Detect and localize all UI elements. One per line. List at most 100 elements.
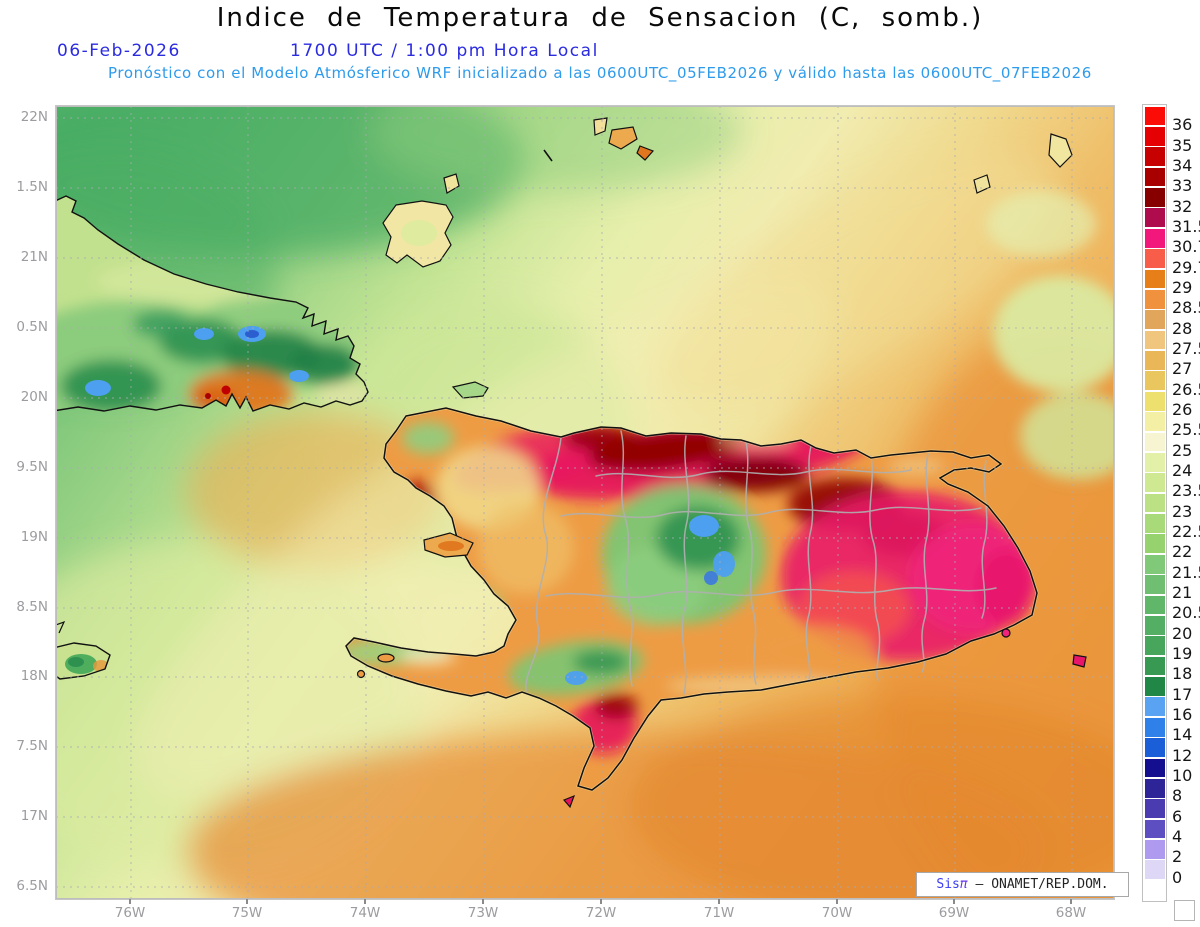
bahamas-turks-islands (382, 117, 1073, 268)
map-frame (56, 106, 1114, 899)
lat-tick-label: 17N (20, 808, 48, 824)
colorbar-cell (1144, 208, 1165, 228)
org-label: ONAMET/REP.DOM. (991, 877, 1109, 892)
colorbar-cell (1144, 575, 1165, 594)
colorbar-tick-label: 4 (1172, 827, 1183, 846)
lat-tick-label: 1.5N (16, 179, 48, 195)
colorbar-tick-label: 21 (1172, 583, 1193, 602)
colorbar-cell (1144, 371, 1165, 391)
lon-tick-label: 69W (938, 905, 970, 921)
colorbar-cell (1144, 656, 1165, 676)
colorbar-cell (1144, 391, 1165, 411)
province-borders (525, 430, 997, 695)
lon-tick-label: 68W (1055, 905, 1087, 921)
colorbar-cell (1144, 554, 1165, 574)
colorbar-cell (1144, 126, 1165, 146)
colorbar-tick-label: 28.5 (1172, 298, 1200, 318)
lon-tickmark (364, 899, 366, 904)
colorbar-tick-label: 29.7 (1172, 257, 1200, 277)
lat-tick-label: 8.5N (16, 599, 48, 615)
colorbar-cell (1144, 289, 1165, 309)
colorbar-tick-label: 27 (1172, 359, 1193, 379)
colorbar-cell (1144, 412, 1165, 431)
colorbar-tick-label: 18 (1172, 664, 1193, 684)
colorbar-cell (1144, 147, 1165, 167)
lon-tick-label: 73W (467, 905, 499, 921)
page-title: Indice de Temperatura de Sensacion (C, s… (216, 3, 984, 33)
colorbar-tick-label: 19 (1172, 644, 1193, 663)
colorbar-cell (1144, 473, 1165, 493)
lon-tick-label: 71W (703, 905, 735, 921)
lon-tick-label: 75W (231, 905, 263, 921)
forecast-date-label: 06-Feb-2026 (57, 41, 181, 61)
lat-tick-label: 7.5N (16, 738, 48, 754)
colorbar-tick-label: 0 (1172, 867, 1183, 887)
watermark-separator (968, 877, 976, 892)
colorbar-tick-label: 23.5 (1172, 481, 1200, 501)
lon-tickmark (246, 899, 248, 904)
colorbar-tick-label: 35 (1172, 135, 1193, 155)
lon-tickmark (836, 899, 838, 904)
colorbar-cell (1144, 717, 1165, 737)
colorbar-tick-label: 26 (1172, 400, 1193, 419)
lat-tick-label: 19N (20, 529, 48, 545)
colorbar-tick-label: 26.5 (1172, 379, 1200, 399)
colorbar-cell (1144, 880, 1165, 900)
brand-label: Sis (936, 877, 960, 892)
colorbar-cell (1144, 615, 1165, 635)
colorbar-tick-label: 22 (1172, 542, 1193, 562)
colorbar-tick-label: 25.5 (1172, 420, 1200, 440)
lat-tick-label: 20N (20, 389, 48, 405)
colorbar-tick-label: 36 (1172, 115, 1193, 135)
colorbar-cell (1144, 310, 1165, 330)
lon-tick-label: 74W (349, 905, 381, 921)
colorbar-tick-label: 21.5 (1172, 562, 1200, 582)
colorbar-cell (1144, 228, 1165, 248)
colorbar-cell (1144, 106, 1165, 126)
lon-tickmark (600, 899, 602, 904)
colorbar-tick-label: 25 (1172, 440, 1193, 460)
forecast-time-label: 1700 UTC / 1:00 pm Hora Local (290, 41, 599, 61)
lat-lon-gridlines (56, 106, 1114, 899)
colorbar-tick-label: 20 (1172, 623, 1193, 643)
watermark-badge: Sisπ — ONAMET/REP.DOM. (916, 872, 1129, 897)
colorbar (1142, 104, 1167, 902)
jamaica-landmass (56, 620, 111, 680)
colorbar-tick-label: 10 (1172, 766, 1193, 785)
colorbar-cell (1144, 452, 1165, 472)
lon-tick-label: 70W (821, 905, 853, 921)
corner-box (1174, 900, 1195, 921)
colorbar-tick-label: 6 (1172, 806, 1183, 826)
colorbar-cell (1144, 677, 1165, 696)
lat-tick-label: 0.5N (16, 319, 48, 335)
colorbar-cell (1144, 432, 1165, 452)
lat-tick-label: 21N (20, 249, 48, 265)
weather-map (55, 105, 1115, 900)
colorbar-tick-label: 29 (1172, 278, 1193, 297)
colorbar-tick-label: 27.5 (1172, 339, 1200, 358)
colorbar-cell (1144, 840, 1165, 859)
colorbar-tick-label: 24 (1172, 461, 1193, 480)
colorbar-cell (1144, 860, 1165, 880)
colorbar-cell (1144, 249, 1165, 268)
colorbar-tick-label: 31.5 (1172, 217, 1200, 236)
colorbar-tick-label: 12 (1172, 745, 1193, 765)
lon-tickmark (953, 899, 955, 904)
colorbar-tick-label: 28 (1172, 318, 1193, 338)
colorbar-cell (1144, 330, 1165, 350)
colorbar-tick-label: 33 (1172, 176, 1193, 196)
colorbar-tick-label: 14 (1172, 725, 1193, 745)
colorbar-cell (1144, 758, 1165, 778)
colorbar-cell (1144, 534, 1165, 554)
lon-tickmark (1070, 899, 1072, 904)
colorbar-cell (1144, 738, 1165, 757)
lon-tick-label: 76W (114, 905, 146, 921)
colorbar-tick-label: 30.7 (1172, 237, 1200, 257)
lat-tick-label: 22N (20, 109, 48, 125)
colorbar-tick-label: 2 (1172, 847, 1183, 867)
hispaniola-satellite-islands (356, 381, 1087, 809)
colorbar-tick-label: 23 (1172, 501, 1193, 521)
colorbar-cell (1144, 636, 1165, 656)
pi-icon: π (959, 877, 968, 892)
colorbar-tick-label: 32 (1172, 196, 1193, 216)
